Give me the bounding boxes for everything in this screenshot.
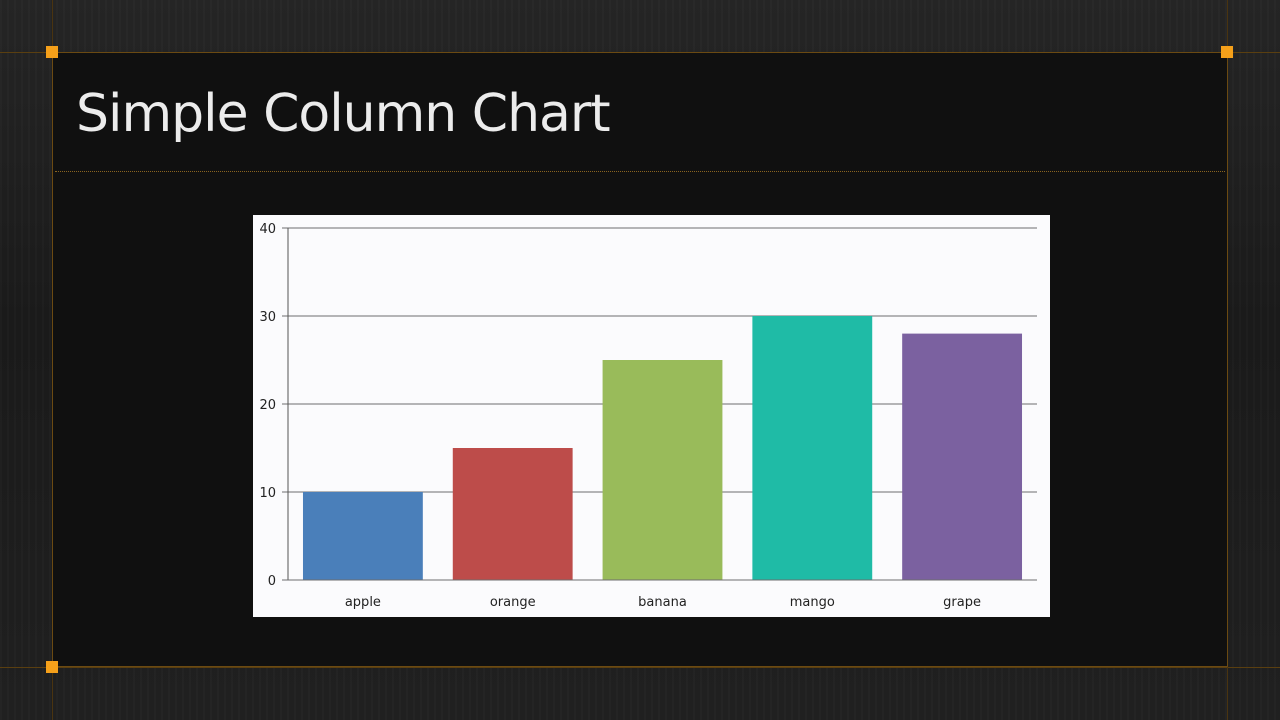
slide-title[interactable]: Simple Column Chart: [76, 84, 611, 144]
title-divider: [55, 171, 1225, 172]
resize-handle-top-right[interactable]: [1221, 46, 1233, 58]
y-tick-label-40: 40: [259, 222, 276, 237]
bar-banana[interactable]: [602, 360, 723, 580]
x-tick-label-banana: banana: [638, 595, 687, 610]
guide-line-bottom: [0, 667, 1280, 668]
bar-mango[interactable]: [752, 316, 873, 580]
selection-frame: [52, 52, 1228, 667]
column-chart[interactable]: 0 10 20 30 40 apple orange banana mango grape: [253, 215, 1050, 617]
bar-apple[interactable]: [302, 492, 423, 580]
bar-grape[interactable]: [902, 333, 1023, 580]
chart-svg: 0 10 20 30 40 apple orange banana mango grape: [259, 222, 1037, 610]
bar-orange[interactable]: [452, 448, 573, 580]
y-tick-label-30: 30: [259, 310, 276, 325]
x-tick-label-apple: apple: [345, 595, 381, 610]
resize-handle-bottom-left[interactable]: [46, 661, 58, 673]
resize-handle-top-left[interactable]: [46, 46, 58, 58]
x-tick-label-mango: mango: [790, 595, 835, 610]
y-tick-label-20: 20: [259, 398, 276, 413]
y-tick-label-10: 10: [259, 486, 276, 501]
y-tick-label-0: 0: [268, 574, 276, 589]
x-tick-label-orange: orange: [490, 595, 536, 610]
x-tick-label-grape: grape: [943, 595, 981, 610]
